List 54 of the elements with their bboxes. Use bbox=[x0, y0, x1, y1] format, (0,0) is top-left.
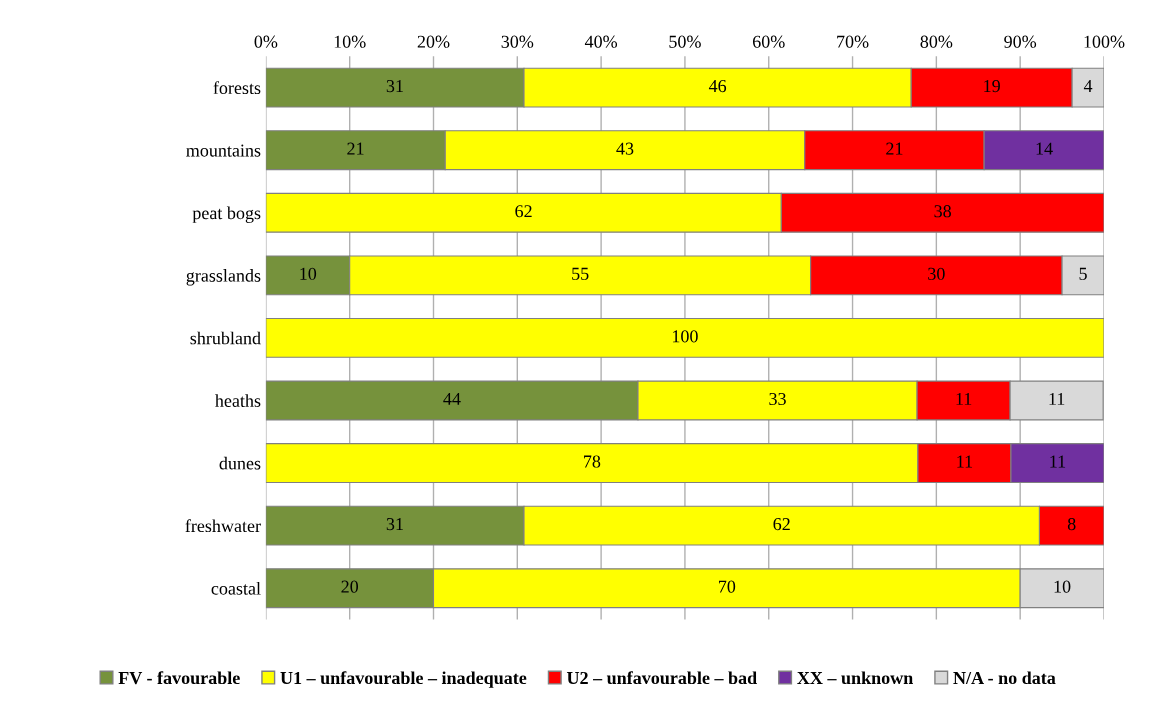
data-label: 21 bbox=[347, 142, 364, 155]
data-label: 8 bbox=[1067, 517, 1076, 531]
data-label: 11 bbox=[957, 455, 973, 468]
data-label: 33 bbox=[769, 392, 786, 406]
legend-label: N/A - no data bbox=[953, 671, 1056, 685]
data-label: 11 bbox=[1049, 392, 1065, 405]
y-tick-label: mountains bbox=[186, 144, 261, 157]
y-tick-label: freshwater bbox=[185, 519, 261, 533]
y-tick-label: shrubland bbox=[190, 331, 261, 345]
legend-label: U1 – unfavourable – inadequate bbox=[280, 671, 527, 688]
data-label: 14 bbox=[1036, 142, 1053, 155]
y-tick-label: grasslands bbox=[186, 269, 261, 286]
data-label: 31 bbox=[386, 79, 403, 93]
data-label: 44 bbox=[443, 392, 461, 405]
x-tick-label: 20% bbox=[417, 35, 450, 48]
data-label: 10 bbox=[1054, 580, 1071, 593]
x-tick-label: 70% bbox=[837, 35, 869, 48]
legend-label: XX – unknown bbox=[797, 671, 913, 685]
data-label: 78 bbox=[584, 455, 601, 468]
x-tick-label: 0% bbox=[254, 35, 278, 48]
data-label: 11 bbox=[956, 392, 972, 405]
data-label: 21 bbox=[886, 142, 903, 155]
y-tick-label: coastal bbox=[211, 581, 261, 595]
x-tick-label: 90% bbox=[1004, 35, 1037, 48]
data-label: 55 bbox=[572, 267, 589, 280]
x-tick-label: 60% bbox=[752, 35, 785, 48]
data-label: 38 bbox=[934, 205, 951, 218]
x-tick-label: 100% bbox=[1084, 35, 1125, 48]
data-label: 46 bbox=[708, 79, 727, 93]
y-tick-label: peat bogs bbox=[192, 206, 261, 223]
data-label: 43 bbox=[616, 142, 634, 155]
data-label: 62 bbox=[515, 205, 532, 218]
y-tick-label: heaths bbox=[215, 394, 261, 407]
data-label: 5 bbox=[1079, 267, 1087, 280]
x-tick-label: 80% bbox=[920, 35, 953, 48]
data-label: 19 bbox=[984, 79, 1000, 93]
bar bbox=[265, 317, 1104, 358]
data-label: 62 bbox=[773, 518, 790, 531]
y-tick-label: forests bbox=[213, 81, 261, 95]
x-tick-label: 40% bbox=[584, 35, 618, 48]
data-label: 20 bbox=[341, 580, 359, 593]
legend-label: FV - favourable bbox=[118, 671, 240, 685]
data-label: 10 bbox=[300, 267, 317, 280]
x-tick-label: 10% bbox=[334, 35, 366, 48]
data-label: 31 bbox=[386, 518, 403, 531]
data-label: 70 bbox=[719, 580, 736, 593]
y-tick-label: dunes bbox=[219, 456, 261, 470]
data-label: 100 bbox=[672, 330, 698, 343]
x-tick-label: 50% bbox=[669, 35, 701, 48]
legend-label: U2 – unfavourable – bad bbox=[566, 671, 757, 685]
data-label: 11 bbox=[1050, 455, 1066, 468]
data-label: 30 bbox=[928, 267, 945, 280]
x-tick-label: 30% bbox=[501, 35, 534, 48]
data-label: 4 bbox=[1083, 80, 1093, 92]
